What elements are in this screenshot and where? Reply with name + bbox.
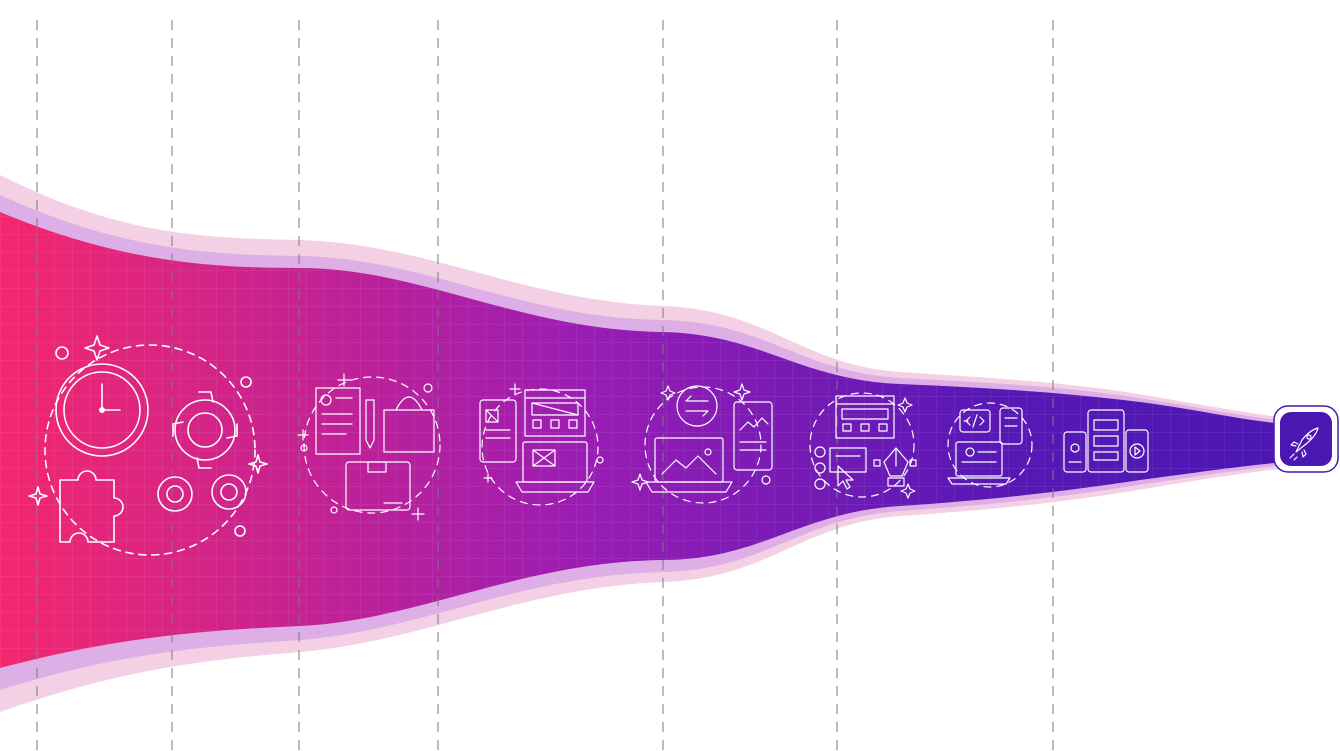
gear-icon: [172, 391, 238, 469]
pen-tool-icon: [873, 447, 917, 487]
multi-device-stage: [1063, 409, 1149, 473]
laptop-icon: [515, 441, 595, 493]
webpage-layout-icon: [835, 395, 895, 439]
stage-dividers: [36, 20, 1054, 751]
rocket-icon: [1289, 427, 1319, 461]
shopping-bag-icon: [383, 396, 435, 453]
box-icon: [345, 461, 411, 511]
tablet-icon: [479, 399, 517, 463]
development-stage: [947, 402, 1033, 488]
puzzle-icon: [59, 470, 124, 543]
document-icon: [315, 387, 361, 455]
laptop-icon: [645, 437, 733, 493]
requirements-stage: [297, 373, 441, 521]
tablet-icon: [733, 401, 773, 471]
pen-icon: [365, 399, 375, 449]
gear-icon: [157, 474, 247, 512]
phone-icon: [999, 407, 1023, 445]
play-icon: [1125, 429, 1149, 473]
cursor-icon: [814, 446, 867, 490]
prototype-stage: [631, 383, 773, 504]
phone-icon: [1063, 431, 1087, 473]
wireframe-stage: [479, 383, 604, 506]
launch-node: [1273, 405, 1339, 473]
sparkle-icon: [28, 335, 268, 537]
wireframe-icon: [524, 389, 586, 437]
clock-icon: [55, 363, 149, 457]
design-stage: [809, 392, 917, 499]
planning-stage: [28, 335, 268, 556]
tablet-icon: [1087, 409, 1125, 473]
laptop-icon: [947, 441, 1011, 485]
exchange-arrows-icon: [676, 385, 718, 427]
code-icon: [959, 409, 991, 433]
